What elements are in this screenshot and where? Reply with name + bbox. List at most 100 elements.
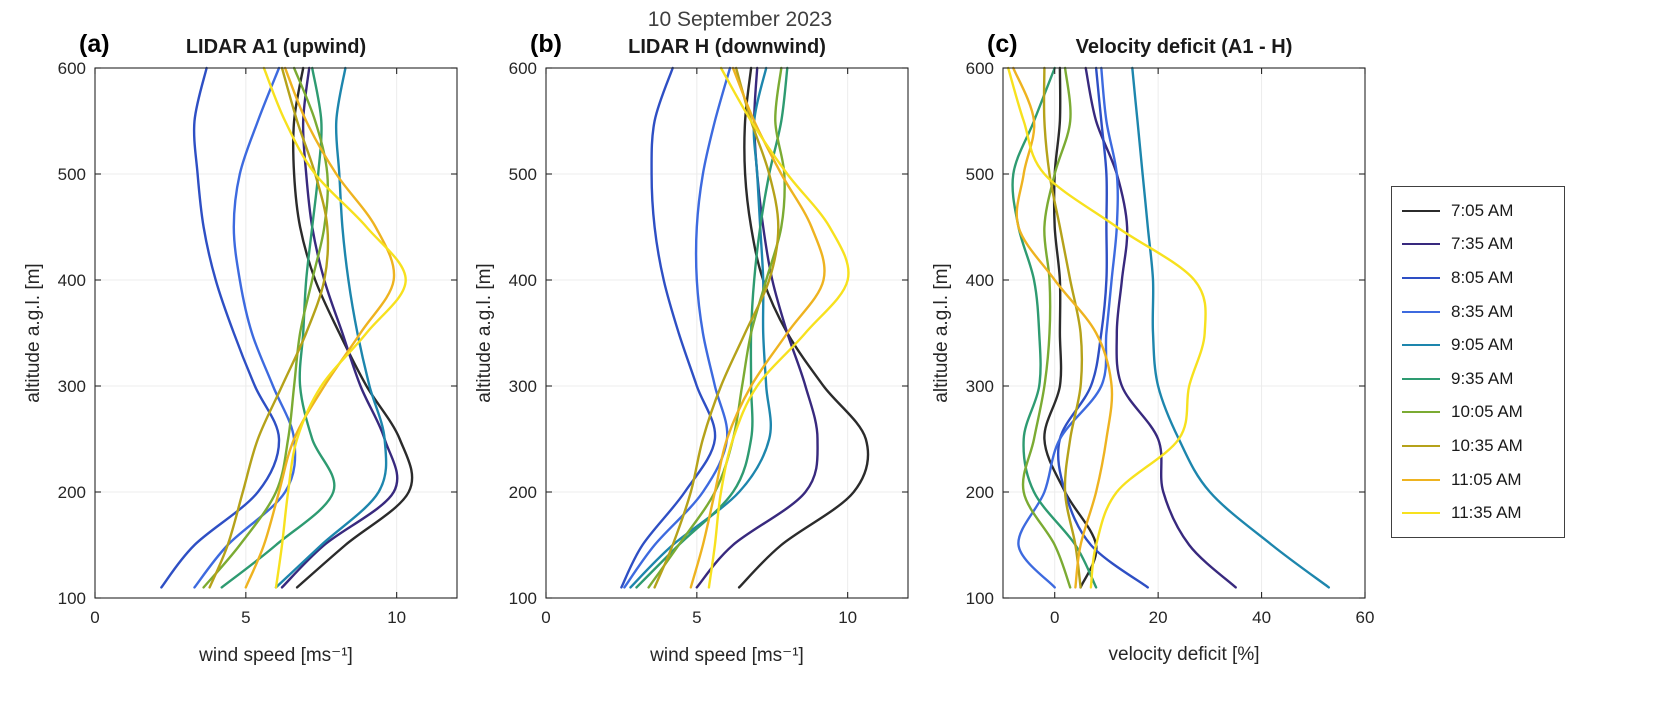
- panel-c-title: Velocity deficit (A1 - H): [1075, 36, 1293, 58]
- legend-entry: 10:05 AM: [1392, 396, 1564, 430]
- legend-entry: 8:35 AM: [1392, 295, 1564, 329]
- y-tick-label: 500: [509, 165, 537, 184]
- legend-line-sample: [1402, 512, 1440, 515]
- legend-entry-label: 8:35 AM: [1451, 301, 1514, 321]
- series-line: [623, 66, 732, 589]
- legend-entry-label: 11:05 AM: [1451, 469, 1522, 489]
- gridlines: [545, 67, 908, 599]
- series-line: [274, 66, 388, 589]
- y-tick-label: 200: [509, 483, 537, 502]
- panel-b-title: LIDAR H (downwind): [628, 36, 826, 58]
- legend-line-sample: [1402, 478, 1440, 481]
- legend-entry: 9:35 AM: [1392, 362, 1564, 396]
- x-tick-label: 5: [692, 608, 701, 627]
- panel-a-label: (a): [79, 30, 110, 58]
- legend-entry: 7:35 AM: [1392, 228, 1564, 262]
- series-lines: [160, 66, 414, 589]
- series-line: [160, 66, 281, 589]
- panel-b-xlabel: wind speed [ms⁻¹]: [650, 645, 804, 666]
- x-tick-label: 10: [838, 608, 857, 627]
- legend-line-sample: [1402, 444, 1440, 447]
- series-line: [1043, 66, 1098, 589]
- series-line: [1012, 66, 1114, 589]
- y-tick-label: 100: [509, 589, 537, 608]
- axes-box: [94, 67, 458, 599]
- x-tick-label: 0: [541, 608, 550, 627]
- series-line: [653, 66, 780, 589]
- x-tick-label: 10: [387, 608, 406, 627]
- panel-b-label: (b): [530, 30, 562, 58]
- y-tick-label: 300: [509, 377, 537, 396]
- series-line: [1007, 66, 1207, 589]
- y-tick-label: 200: [58, 483, 86, 502]
- series-line: [280, 66, 399, 589]
- figure-title: 10 September 2023: [647, 8, 833, 31]
- axes-box: [1002, 67, 1366, 599]
- y-tick-label: 400: [509, 271, 537, 290]
- series-line: [695, 66, 819, 589]
- y-tick-label: 400: [966, 271, 994, 290]
- panel-b-plot: 0 5 10 100 200 300 400 500 600: [509, 59, 909, 627]
- legend-entry: 9:05 AM: [1392, 328, 1564, 362]
- legend-line-sample: [1402, 344, 1440, 347]
- y-tick-label: 500: [966, 165, 994, 184]
- x-tick-label: 60: [1356, 608, 1375, 627]
- series-line: [1042, 66, 1084, 589]
- legend-line-sample: [1402, 243, 1440, 246]
- x-tick-label: 5: [241, 608, 250, 627]
- legend-entry-label: 10:05 AM: [1451, 402, 1523, 422]
- legend-entry: 11:05 AM: [1392, 463, 1564, 497]
- legend-entry-label: 10:35 AM: [1451, 435, 1523, 455]
- gridlines: [94, 67, 457, 599]
- legend-entry: 11:35 AM: [1392, 496, 1564, 530]
- series-line: [1084, 66, 1237, 589]
- x-tick-label: 20: [1149, 608, 1168, 627]
- panel-a: (a) LIDAR A1 (upwind) altitude a.g.l. [m…: [23, 30, 475, 706]
- x-tick-label: 0: [90, 608, 99, 627]
- series-line: [1017, 66, 1119, 589]
- series-lines: [620, 66, 870, 589]
- series-lines: [1007, 66, 1330, 589]
- panel-b: (b) LIDAR H (downwind) altitude a.g.l. […: [474, 30, 926, 706]
- axes-box: [545, 67, 909, 599]
- y-tick-label: 400: [58, 271, 86, 290]
- legend-entry-label: 7:05 AM: [1451, 200, 1514, 220]
- y-tick-label: 100: [58, 589, 86, 608]
- y-tick-label: 200: [966, 483, 994, 502]
- legend-box: 7:05 AM 7:35 AM 8:05 AM 8:35 AM 9:05 AM 9:35 …: [1391, 186, 1565, 538]
- series-line: [208, 66, 330, 589]
- y-tick-label: 100: [966, 589, 994, 608]
- axis-ticks: 0 5 10 100 200 300 400 500 600: [58, 59, 457, 627]
- legend-entry-label: 8:05 AM: [1451, 267, 1514, 287]
- series-line: [1021, 66, 1072, 589]
- legend-entry: 10:35 AM: [1392, 429, 1564, 463]
- legend-entry: 7:05 AM: [1392, 194, 1564, 228]
- y-tick-label: 600: [509, 59, 537, 78]
- panel-a-plot: 0 5 10 100 200 300 400 500 600: [58, 59, 458, 627]
- series-line: [193, 66, 297, 589]
- panel-c-xlabel: velocity deficit [%]: [1108, 644, 1260, 665]
- legend-entry-label: 9:05 AM: [1451, 335, 1514, 355]
- y-tick-label: 300: [966, 377, 994, 396]
- x-tick-label: 0: [1050, 608, 1059, 627]
- axis-ticks: 0 20 40 60 100 200 300 400 500 600: [966, 59, 1375, 627]
- series-line: [1011, 66, 1098, 589]
- legend-line-sample: [1402, 411, 1440, 414]
- panel-c-plot: 0 20 40 60 100 200 300 400 500 600: [966, 59, 1375, 627]
- series-line: [291, 66, 414, 589]
- panel-c: (c) Velocity deficit (A1 - H) altitude a…: [931, 30, 1383, 706]
- legend-line-sample: [1402, 276, 1440, 279]
- series-line: [647, 66, 786, 589]
- legend-entry: 8:05 AM: [1392, 261, 1564, 295]
- y-tick-label: 500: [58, 165, 86, 184]
- series-line: [244, 66, 396, 589]
- series-line: [620, 66, 717, 589]
- series-line: [707, 66, 850, 589]
- series-line: [1056, 66, 1149, 589]
- series-line: [1131, 66, 1330, 589]
- x-tick-label: 40: [1252, 608, 1271, 627]
- series-line: [202, 66, 330, 589]
- y-tick-label: 600: [966, 59, 994, 78]
- legend-entry-label: 7:35 AM: [1451, 234, 1514, 254]
